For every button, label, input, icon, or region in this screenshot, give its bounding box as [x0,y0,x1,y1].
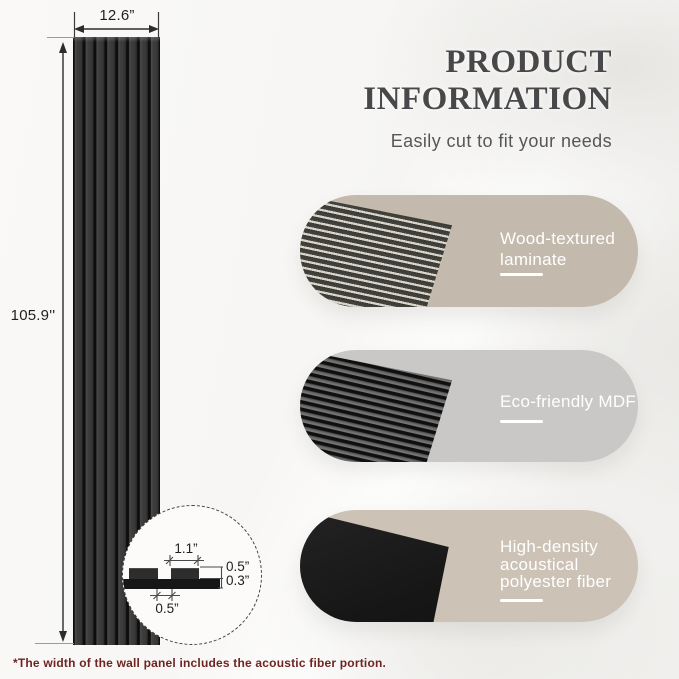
feature-line: Eco-friendly MDF [500,392,637,411]
panel-width-dimension: 12.6” [99,7,135,24]
footnote: *The width of the wall panel includes th… [13,656,387,670]
page-title: PRODUCT INFORMATION [363,44,612,118]
title-line-2: INFORMATION [363,81,612,117]
feature-line: polyester fiber [500,572,612,591]
feature-line: laminate [500,250,567,269]
feature-underline [500,599,543,602]
slat-gap-dimension: 0.5” [155,601,179,616]
page-subtitle: Easily cut to fit your needs [390,131,612,151]
feature-card-laminate: Wood-textured laminate [300,195,638,307]
header: PRODUCT INFORMATION Easily cut to fit yo… [363,44,612,152]
fiber-thickness-dimension: 0.3” [226,573,250,588]
feature-label-mdf: Eco-friendly MDF [500,393,636,411]
feature-line: High-density [500,537,599,556]
feature-label-fiber: High-density acoustical polyester fiber [500,538,611,591]
feature-card-mdf: Eco-friendly MDF [300,350,638,462]
feature-underline [500,420,543,423]
slat-block-right [171,568,199,579]
slat-height-dimension: 0.5” [226,559,250,574]
feature-line: acoustical [500,554,579,574]
cross-section-detail-circle [122,505,262,645]
title-line-1: PRODUCT [445,44,612,80]
feature-card-fiber: High-density acoustical polyester fiber [300,510,638,622]
feature-label-laminate: Wood-textured laminate [500,228,615,270]
slat-width-dimension: 1.1” [174,541,198,556]
feature-line: Wood-textured [500,229,616,248]
acoustic-fiber-backing [123,579,220,589]
panel-height-dimension: 105.9'' [10,307,56,324]
feature-underline [500,273,543,276]
slat-block-left [129,568,158,579]
